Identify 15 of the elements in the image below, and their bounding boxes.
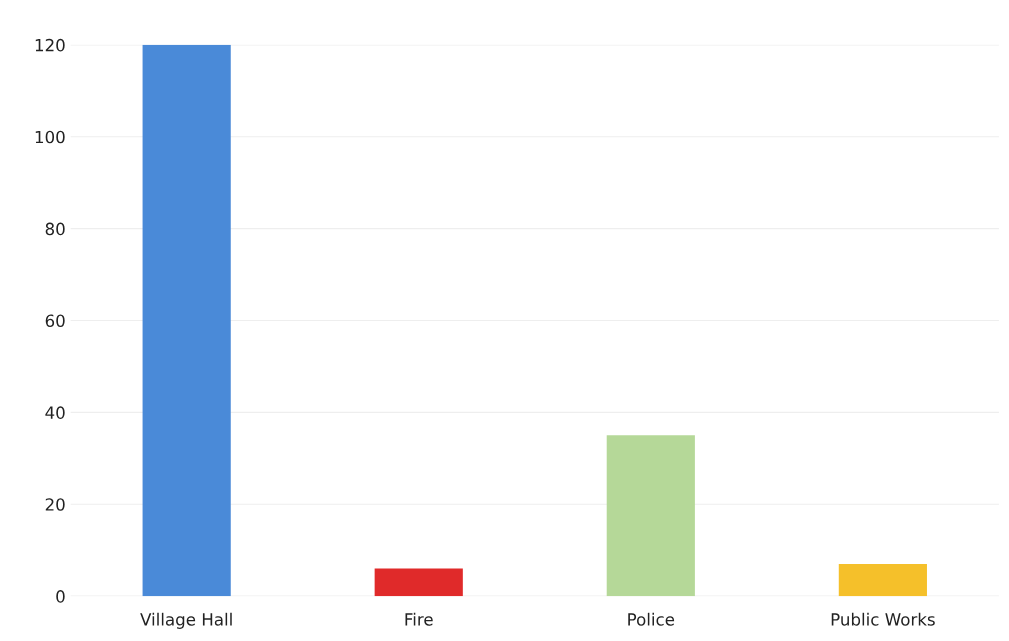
y-tick-label: 60 (45, 314, 65, 328)
bar (374, 568, 463, 597)
x-tick-label: Fire (405, 612, 433, 626)
bar (838, 563, 927, 597)
y-tick-label: 120 (35, 38, 65, 52)
x-tick-label: Police (628, 612, 675, 626)
y-tick-label: 20 (45, 498, 65, 511)
y-tick-label: 100 (35, 130, 65, 144)
y-tick-label: 40 (45, 406, 65, 419)
x-tick-label: Public Works (831, 612, 935, 626)
x-tick-label: Village Hall (140, 612, 232, 629)
bar (142, 44, 231, 597)
bar (606, 435, 695, 597)
y-tick-label: 0 (56, 590, 65, 603)
y-tick-label: 80 (45, 222, 65, 236)
